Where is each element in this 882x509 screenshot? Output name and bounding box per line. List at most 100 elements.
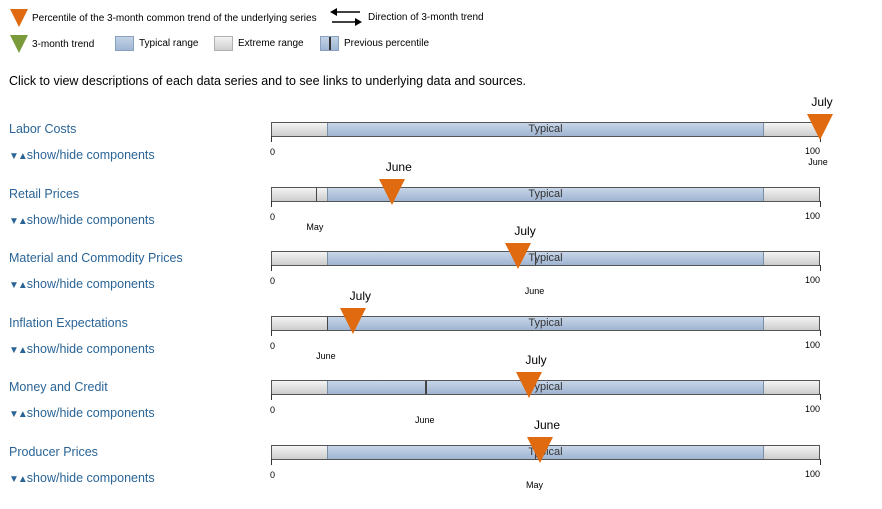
toggle-label: show/hide components	[26, 406, 155, 420]
expand-collapse-icon: ▼▲	[9, 345, 28, 356]
percentile-bar: Typical	[271, 316, 820, 331]
typical-label: Typical	[528, 317, 563, 329]
percentile-bar: Typical	[271, 187, 820, 202]
typical-label: Typical	[528, 188, 563, 200]
show-hide-components-toggle[interactable]: ▼▲show/hide components	[9, 406, 155, 420]
expand-collapse-icon: ▼▲	[9, 409, 28, 420]
legend-percentile: Percentile of the 3-month common trend o…	[10, 9, 317, 27]
direction-arrows-icon	[330, 8, 362, 26]
previous-percentile-label: May	[526, 480, 544, 490]
legend-previous: Previous percentile	[320, 36, 429, 51]
typical-label: Typical	[528, 381, 563, 393]
tick-0	[271, 330, 272, 336]
current-percentile-label: June	[385, 160, 412, 174]
tick-0	[271, 394, 272, 400]
tick-100	[820, 330, 821, 336]
scale-max-label: 100	[805, 469, 821, 479]
typical-range: Typical	[326, 252, 765, 265]
legend-typical-label: Typical range	[139, 38, 199, 49]
current-percentile-marker	[505, 243, 532, 269]
legend-previous-label: Previous percentile	[344, 38, 430, 49]
scale-min-label: 0	[270, 212, 276, 222]
typical-label: Typical	[528, 123, 563, 135]
current-percentile-label: July	[514, 224, 536, 238]
series-link[interactable]: Retail Prices	[9, 187, 80, 201]
scale-max-label: 100	[805, 275, 821, 285]
typical-range: Typical	[326, 123, 765, 136]
legend-percentile-label: Percentile of the 3-month common trend o…	[32, 12, 317, 24]
series-link[interactable]: Money and Credit	[9, 380, 108, 394]
current-percentile-marker	[378, 179, 405, 205]
previous-percentile-label: June	[414, 415, 435, 425]
tick-100	[820, 201, 821, 207]
previous-percentile-marker	[315, 188, 318, 201]
previous-percentile-marker	[534, 252, 537, 265]
scale-min-label: 0	[270, 276, 276, 286]
legend-extreme: Extreme range	[214, 36, 304, 51]
series-link[interactable]: Labor Costs	[9, 122, 77, 136]
current-percentile-marker	[527, 437, 553, 463]
expand-collapse-icon: ▼▲	[9, 280, 28, 291]
series-row: Material and Commodity Prices ▼▲show/hide…	[0, 224, 882, 315]
scale-min-label: 0	[270, 470, 276, 480]
typical-range: Typical	[326, 381, 765, 394]
toggle-label: show/hide components	[26, 342, 155, 356]
previous-percentile-marker	[326, 317, 329, 330]
toggle-label: show/hide components	[26, 148, 155, 162]
current-percentile-label: July	[811, 95, 833, 109]
expand-collapse-icon: ▼▲	[9, 216, 28, 227]
typical-range: Typical	[326, 317, 765, 330]
extreme-range-swatch	[214, 36, 233, 51]
legend-trend: 3-month trend	[10, 35, 94, 53]
series-link[interactable]: Material and Commodity Prices	[9, 251, 183, 265]
show-hide-components-toggle[interactable]: ▼▲show/hide components	[9, 342, 155, 356]
previous-percentile-swatch	[320, 36, 339, 51]
tick-0	[271, 265, 272, 271]
green-triangle-icon	[10, 35, 28, 53]
percentile-bar: Typical	[271, 380, 820, 395]
typical-range-swatch	[115, 36, 134, 51]
percentile-bar: Typical	[271, 251, 820, 266]
show-hide-components-toggle[interactable]: ▼▲show/hide components	[9, 213, 155, 227]
show-hide-components-toggle[interactable]: ▼▲show/hide components	[9, 148, 155, 162]
previous-percentile-label: June	[524, 286, 545, 296]
series-row: Producer Prices ▼▲show/hide components Typ…	[0, 418, 882, 509]
tick-100	[820, 265, 821, 271]
show-hide-components-toggle[interactable]: ▼▲show/hide components	[9, 471, 155, 485]
scale-max-label: 100	[805, 340, 821, 350]
legend-direction: Direction of 3-month trend	[330, 6, 484, 28]
scale-max-label: 100	[805, 146, 821, 156]
toggle-label: show/hide components	[26, 213, 155, 227]
orange-triangle-icon	[10, 9, 28, 27]
show-hide-components-toggle[interactable]: ▼▲show/hide components	[9, 277, 155, 291]
toggle-label: show/hide components	[26, 471, 155, 485]
legend-direction-label: Direction of 3-month trend	[368, 11, 484, 23]
tick-0	[271, 201, 272, 207]
tick-100	[820, 459, 821, 465]
previous-percentile-marker	[425, 381, 427, 394]
typical-range: Typical	[326, 188, 765, 201]
current-percentile-marker	[807, 114, 833, 140]
current-percentile-label: July	[349, 289, 372, 303]
current-percentile-label: June	[533, 418, 561, 432]
scale-min-label: 0	[270, 147, 276, 157]
series-row: Money and Credit ▼▲show/hide components Ty…	[0, 353, 882, 444]
series-link[interactable]: Producer Prices	[9, 445, 98, 459]
tick-0	[271, 136, 272, 142]
scale-max-label: 100	[805, 404, 821, 414]
series-row: Retail Prices ▼▲show/hide components Typic…	[0, 160, 882, 251]
previous-percentile-label: May	[306, 222, 324, 232]
series-row: Inflation Expectations ▼▲show/hide compon…	[0, 289, 882, 380]
series-row: Labor Costs ▼▲show/hide components Typical…	[0, 95, 882, 186]
toggle-label: show/hide components	[26, 277, 155, 291]
legend-extreme-label: Extreme range	[238, 38, 304, 49]
current-percentile-marker	[516, 372, 543, 398]
series-link[interactable]: Inflation Expectations	[9, 316, 128, 330]
legend: Percentile of the 3-month common trend o…	[0, 0, 882, 60]
tick-0	[271, 459, 272, 465]
previous-percentile-label: June	[808, 157, 828, 167]
scale-min-label: 0	[270, 341, 276, 351]
scale-max-label: 100	[805, 211, 821, 221]
tick-100	[820, 394, 821, 400]
scale-min-label: 0	[270, 405, 276, 415]
